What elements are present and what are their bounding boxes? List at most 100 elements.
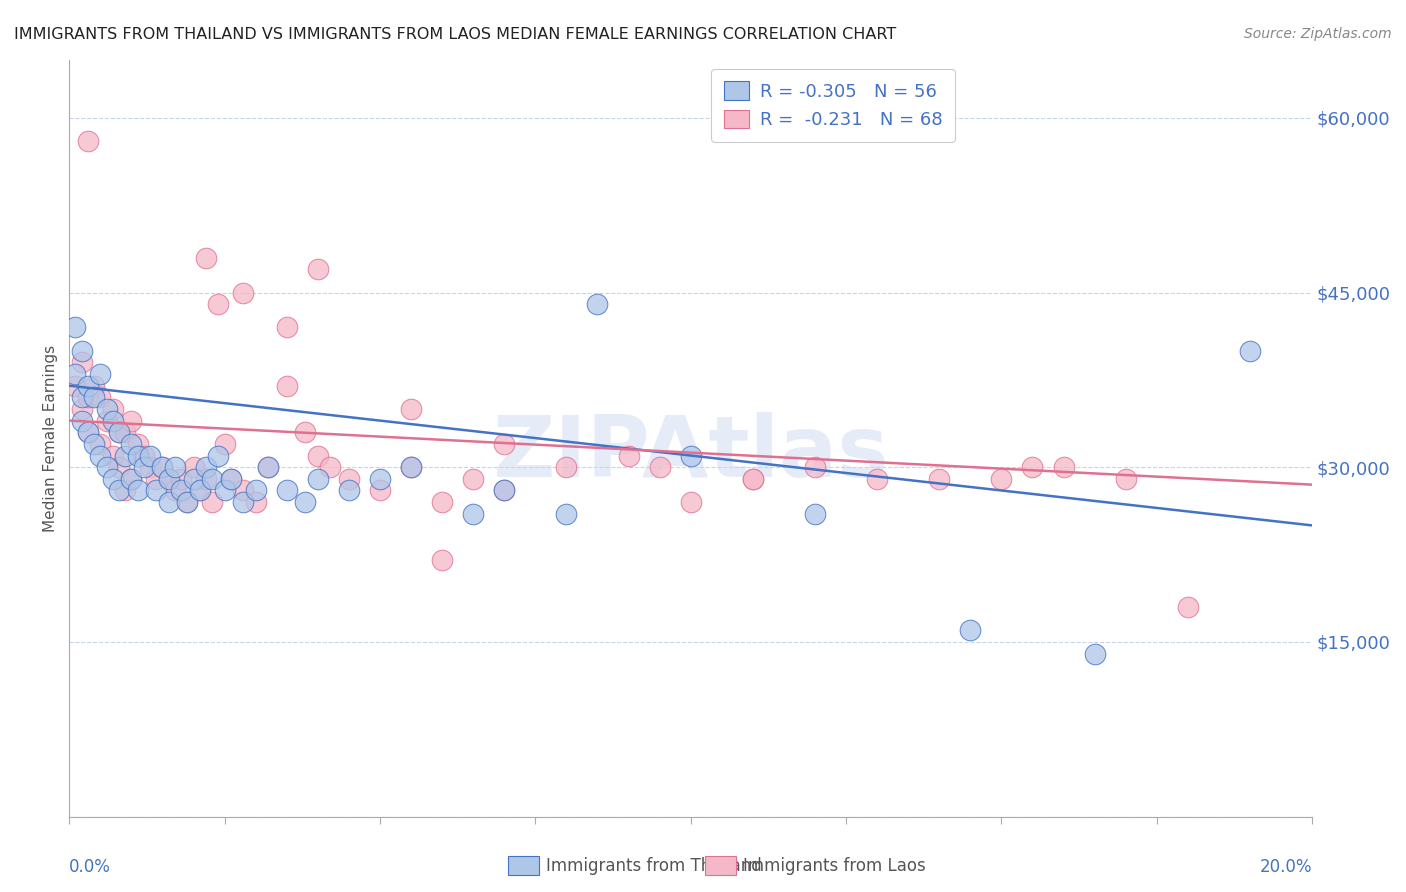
Point	[76, 390, 98, 404]
Y-axis label: Median Female Earnings: Median Female Earnings	[44, 344, 58, 532]
Point	[194, 251, 217, 265]
Point	[108, 425, 131, 440]
Point	[804, 507, 827, 521]
Point	[276, 320, 298, 334]
Point	[1052, 460, 1074, 475]
Point	[232, 483, 254, 498]
Point	[70, 401, 93, 416]
Point	[319, 460, 342, 475]
Point	[232, 495, 254, 509]
Text: Immigrants from Laos: Immigrants from Laos	[742, 856, 925, 874]
Point	[555, 507, 578, 521]
Point	[76, 134, 98, 148]
Point	[132, 460, 155, 475]
Point	[194, 472, 217, 486]
Point	[157, 472, 180, 486]
Point	[494, 483, 516, 498]
Point	[163, 460, 186, 475]
Point	[430, 495, 453, 509]
Legend: R = -0.305   N = 56, R =  -0.231   N = 68: R = -0.305 N = 56, R = -0.231 N = 68	[711, 69, 955, 142]
Point	[83, 437, 105, 451]
Point	[245, 495, 267, 509]
Point	[70, 355, 93, 369]
Point	[70, 343, 93, 358]
Point	[83, 378, 105, 392]
Point	[101, 472, 124, 486]
Point	[101, 449, 124, 463]
Point	[183, 472, 205, 486]
Point	[214, 437, 236, 451]
Point	[188, 483, 211, 498]
Text: 20.0%: 20.0%	[1260, 858, 1312, 876]
Point	[679, 495, 702, 509]
Point	[201, 472, 224, 486]
Point	[65, 320, 87, 334]
Point	[163, 483, 186, 498]
Point	[990, 472, 1012, 486]
Point	[245, 483, 267, 498]
Point	[152, 460, 174, 475]
Point	[176, 495, 198, 509]
Point	[132, 449, 155, 463]
Point	[1115, 472, 1137, 486]
Point	[219, 472, 242, 486]
Point	[219, 472, 242, 486]
Point	[101, 414, 124, 428]
Point	[157, 495, 180, 509]
Point	[89, 449, 111, 463]
Point	[120, 414, 142, 428]
Point	[294, 495, 316, 509]
Point	[76, 378, 98, 392]
Point	[89, 367, 111, 381]
Text: ZIPAtlas: ZIPAtlas	[492, 412, 889, 495]
Point	[176, 495, 198, 509]
Point	[76, 425, 98, 440]
Point	[108, 460, 131, 475]
Point	[804, 460, 827, 475]
Point	[96, 414, 118, 428]
Point	[170, 483, 193, 498]
Point	[1239, 343, 1261, 358]
Point	[108, 483, 131, 498]
Point	[139, 460, 162, 475]
Text: Source: ZipAtlas.com: Source: ZipAtlas.com	[1244, 27, 1392, 41]
Point	[96, 460, 118, 475]
Point	[257, 460, 280, 475]
Text: IMMIGRANTS FROM THAILAND VS IMMIGRANTS FROM LAOS MEDIAN FEMALE EARNINGS CORRELAT: IMMIGRANTS FROM THAILAND VS IMMIGRANTS F…	[14, 27, 896, 42]
Point	[157, 472, 180, 486]
Text: Immigrants from Thailand: Immigrants from Thailand	[546, 856, 762, 874]
Point	[232, 285, 254, 300]
Point	[617, 449, 640, 463]
Point	[337, 483, 360, 498]
Point	[555, 460, 578, 475]
Point	[101, 401, 124, 416]
Text: 0.0%: 0.0%	[69, 858, 111, 876]
Point	[648, 460, 671, 475]
Point	[83, 390, 105, 404]
Point	[120, 472, 142, 486]
Point	[145, 472, 167, 486]
Point	[114, 483, 136, 498]
Point	[307, 449, 329, 463]
Point	[866, 472, 889, 486]
Point	[89, 390, 111, 404]
Point	[276, 378, 298, 392]
Point	[494, 483, 516, 498]
Point	[108, 425, 131, 440]
Point	[399, 460, 422, 475]
Point	[114, 425, 136, 440]
Point	[741, 472, 763, 486]
Point	[368, 483, 391, 498]
Point	[114, 449, 136, 463]
Point	[494, 437, 516, 451]
Point	[214, 483, 236, 498]
Point	[1021, 460, 1043, 475]
Point	[201, 495, 224, 509]
Point	[89, 437, 111, 451]
Point	[399, 460, 422, 475]
Point	[337, 472, 360, 486]
Point	[207, 449, 229, 463]
Point	[399, 401, 422, 416]
Point	[120, 472, 142, 486]
Point	[463, 472, 485, 486]
